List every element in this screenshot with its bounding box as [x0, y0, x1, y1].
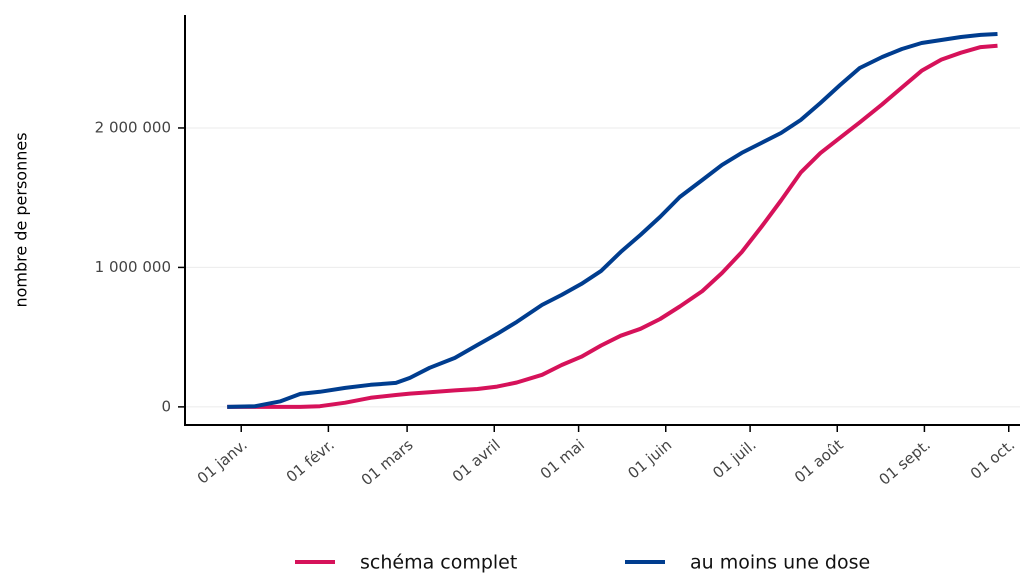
x-tick-label: 01 août: [791, 436, 847, 487]
x-tick-label: 01 avril: [449, 436, 504, 486]
legend-label: au moins une dose: [690, 552, 870, 574]
y-tick-label: 0: [161, 397, 171, 415]
series-line: [227, 43, 998, 409]
y-tick-label: 2 000 000: [95, 118, 171, 136]
x-tick-label: 01 oct.: [967, 436, 1018, 483]
legend-label: schéma complet: [360, 552, 517, 574]
x-tick-label: 01 mai: [537, 436, 588, 483]
x-tick-label: 01 sept.: [876, 436, 934, 489]
x-tick-label: 01 mars: [358, 436, 417, 490]
y-axis-label: nombre de personnes: [12, 132, 31, 307]
x-tick-label: 01 févr.: [283, 436, 338, 486]
x-tick-label: 01 juin: [624, 436, 675, 483]
x-tick-label: 01 juil.: [709, 436, 759, 482]
x-tick-label: 01 janv.: [194, 436, 251, 488]
y-tick-label: 1 000 000: [95, 258, 171, 276]
series-line: [227, 32, 998, 409]
